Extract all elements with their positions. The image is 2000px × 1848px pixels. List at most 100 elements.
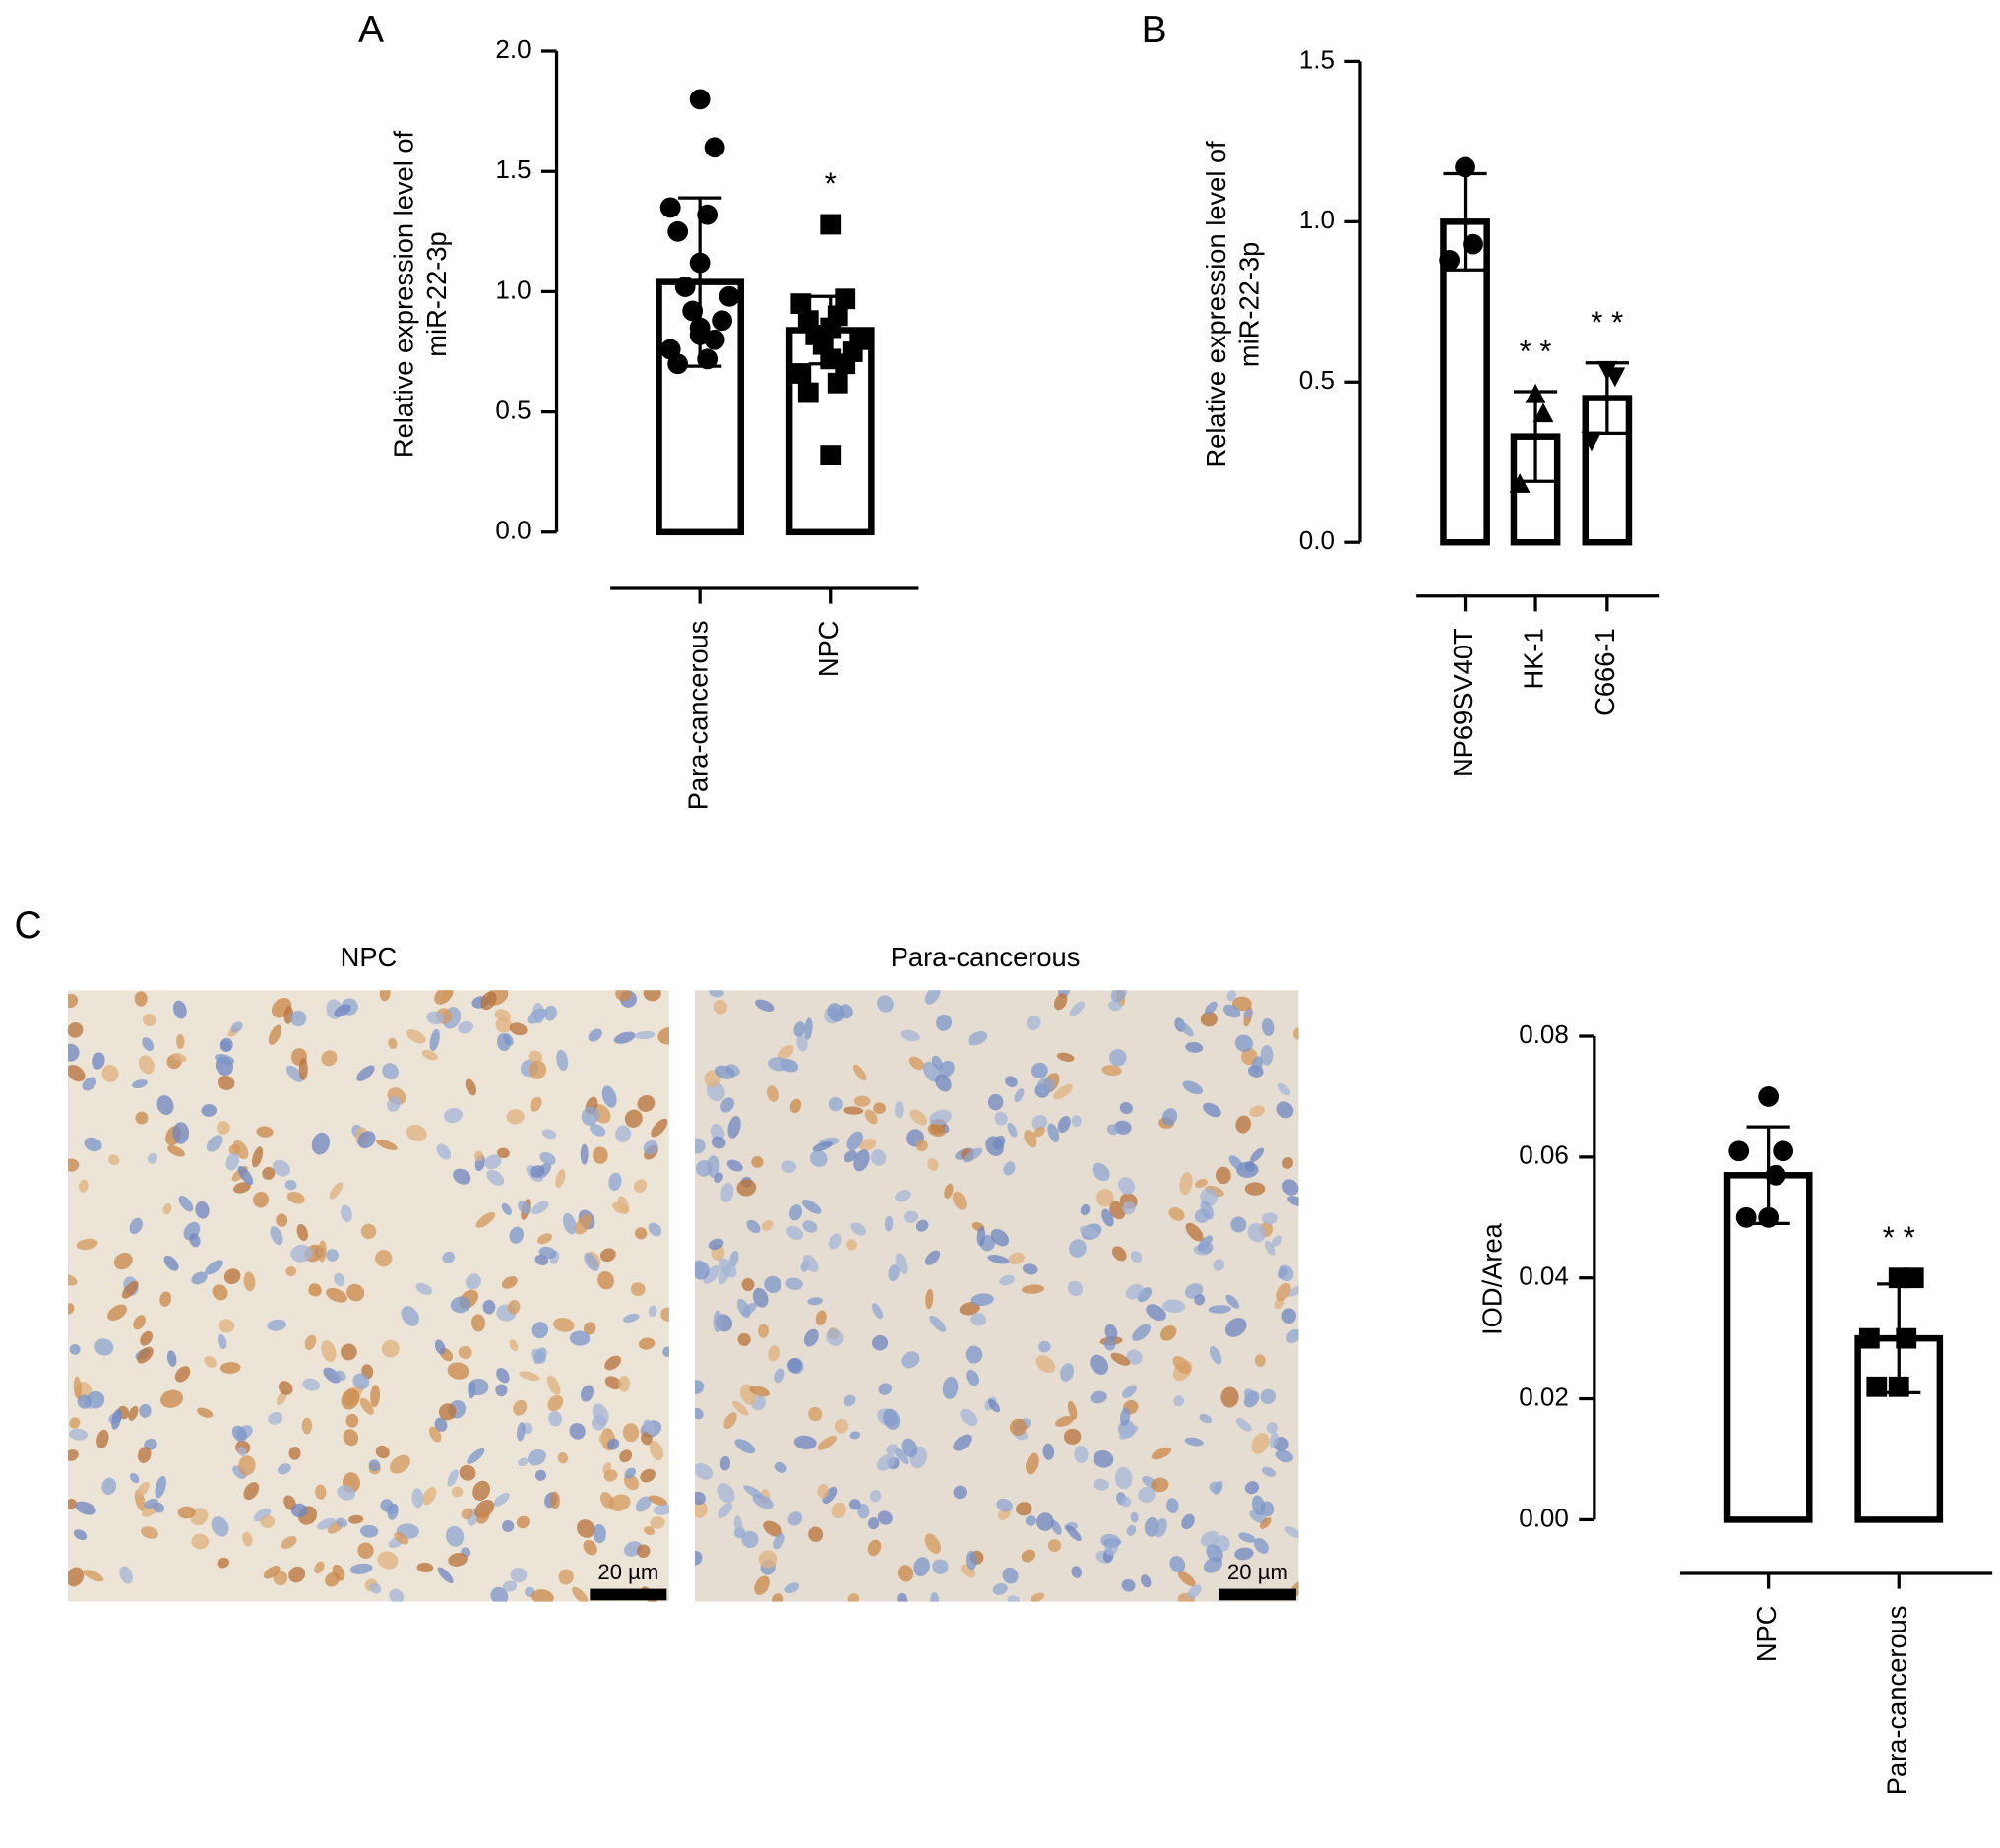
cell (1278, 1264, 1294, 1281)
cell (262, 1166, 276, 1180)
cell (726, 1159, 743, 1172)
cell (67, 1498, 77, 1509)
cell (1110, 1352, 1131, 1366)
cell (708, 1238, 724, 1251)
data-point (1581, 431, 1602, 452)
cell (474, 1150, 484, 1162)
cell (965, 1550, 977, 1571)
x-tick-label: NPC (813, 621, 844, 678)
cell (482, 1299, 496, 1315)
cell (1281, 1308, 1296, 1324)
cell (531, 1201, 549, 1215)
image-title: Para-cancerous (891, 942, 1081, 972)
cell (416, 1562, 434, 1573)
cell (284, 1179, 297, 1191)
cell (77, 1394, 93, 1409)
cell (434, 1339, 446, 1355)
cell (486, 1169, 505, 1186)
cell (323, 1367, 341, 1384)
cell (966, 1369, 980, 1386)
cell (285, 1266, 297, 1277)
cell (212, 1284, 228, 1301)
cell (569, 1330, 591, 1346)
cell (281, 1536, 297, 1549)
cell (1074, 1446, 1089, 1463)
data-point (682, 300, 704, 322)
data-point (719, 285, 740, 307)
significance: * (825, 166, 837, 201)
cell (1198, 1241, 1214, 1254)
cell (710, 1123, 725, 1141)
cell (598, 1433, 608, 1445)
cell (1122, 1385, 1137, 1398)
cell (1177, 1020, 1194, 1037)
cell (216, 1121, 230, 1135)
cell (1259, 1517, 1272, 1529)
cell (1168, 1207, 1185, 1221)
cell (867, 1539, 882, 1557)
cell (108, 1154, 120, 1166)
cell (406, 1029, 426, 1044)
cell (1093, 1449, 1114, 1468)
cell (864, 1109, 878, 1125)
cell (1220, 1386, 1239, 1408)
cell (990, 1228, 1010, 1247)
cell (817, 1484, 829, 1499)
cell (1036, 1077, 1055, 1094)
cell (853, 1095, 871, 1107)
cell (1244, 1182, 1266, 1196)
cell (321, 1340, 337, 1363)
cell (743, 1485, 764, 1499)
cell (619, 1449, 633, 1463)
cell (451, 1486, 464, 1498)
cell (603, 1469, 618, 1482)
cell (612, 1201, 630, 1214)
cell (502, 1519, 515, 1533)
cell (189, 1233, 201, 1248)
cell (718, 1503, 732, 1518)
cell (530, 1165, 545, 1178)
cell (558, 1569, 574, 1585)
cell (634, 1227, 648, 1240)
cell (278, 1381, 293, 1395)
cell (635, 1496, 652, 1512)
cell (608, 1172, 622, 1192)
cell (1179, 1172, 1193, 1196)
cell (1151, 1477, 1169, 1493)
cell (1260, 1044, 1274, 1066)
cell (121, 1280, 139, 1299)
cell (876, 1453, 896, 1471)
cell (547, 1394, 564, 1412)
cell (976, 1226, 986, 1247)
cell (786, 1358, 802, 1374)
cell (377, 1551, 399, 1570)
cell (1261, 1212, 1278, 1225)
cell (638, 1337, 656, 1350)
cell (1276, 1282, 1291, 1302)
cell (345, 1413, 359, 1428)
cell (952, 1191, 967, 1210)
cell (846, 1131, 864, 1151)
cell (296, 1223, 308, 1242)
cell (608, 1494, 631, 1511)
cell (637, 1094, 656, 1112)
cell (533, 1347, 547, 1365)
cell (69, 1428, 89, 1441)
cell (878, 1383, 892, 1395)
cell (218, 1333, 227, 1350)
cell (438, 1403, 457, 1421)
data-point (697, 204, 719, 225)
cell (895, 1253, 908, 1275)
cell (583, 1539, 597, 1556)
cell (444, 1107, 463, 1124)
cell (694, 1138, 706, 1154)
cell (111, 1408, 122, 1430)
cell (709, 990, 724, 998)
cell (302, 1378, 320, 1391)
cell (1209, 1481, 1222, 1494)
cell (767, 1057, 790, 1072)
micrograph-background (694, 990, 1299, 1602)
cell (901, 1351, 920, 1369)
cell (529, 1060, 547, 1079)
cell (76, 1238, 98, 1251)
